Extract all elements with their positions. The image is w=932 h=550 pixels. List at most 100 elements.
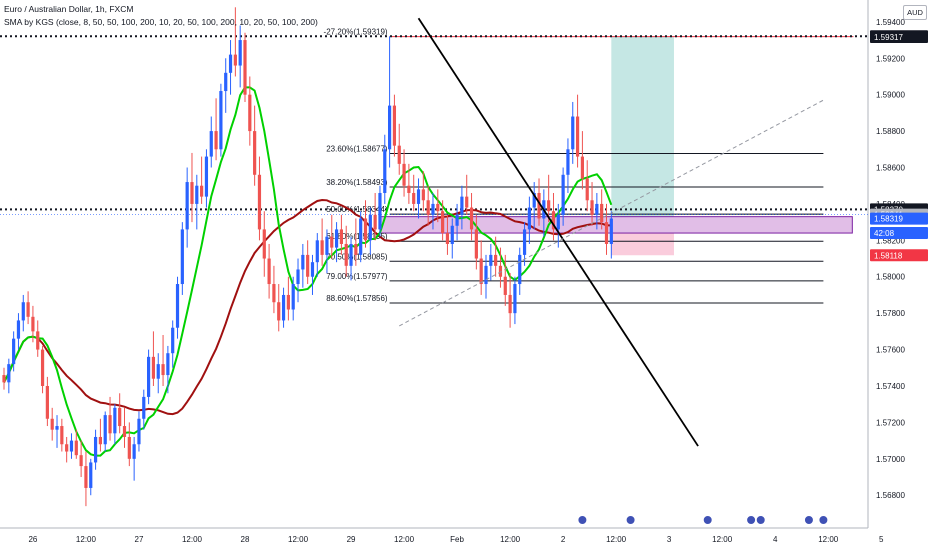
candle [142, 389, 146, 430]
economic-event-icon [755, 515, 766, 525]
candle [460, 185, 464, 230]
candle-body [609, 218, 613, 244]
candle [378, 185, 382, 237]
candle [272, 265, 276, 314]
candle-body [21, 302, 25, 321]
candle-body [79, 455, 83, 467]
fib-level-label: 23.60%(1.58677) [326, 144, 388, 153]
candle-body [190, 182, 194, 204]
candle-body [518, 254, 522, 285]
candle [122, 407, 127, 448]
candle [445, 214, 450, 255]
candle [219, 83, 223, 157]
symbol-legend[interactable]: Euro / Australian Dollar, 1h, FXCM [4, 4, 134, 14]
candle-body [330, 236, 334, 248]
x-tick-label: 12:00 [606, 535, 627, 544]
candle-body [89, 462, 93, 488]
candle [243, 32, 247, 102]
candle-body [556, 214, 560, 230]
candle-body [257, 174, 262, 230]
candle [65, 436, 69, 463]
candle-body [407, 185, 411, 193]
candle-body [575, 116, 580, 157]
candle [50, 407, 54, 441]
price-badge-label: 1.58118 [874, 251, 903, 260]
x-tick-label: 26 [28, 535, 37, 544]
candle-body [113, 407, 117, 434]
candle-body [547, 200, 551, 212]
candle [166, 345, 170, 394]
candle [334, 222, 339, 263]
candle-body [108, 415, 112, 434]
candle [373, 192, 377, 241]
candle [55, 415, 59, 448]
candle-body [378, 192, 382, 230]
candle [171, 320, 175, 368]
candle-body [388, 105, 392, 150]
candle-body [84, 466, 88, 488]
candle-body [474, 229, 478, 259]
candle [93, 429, 98, 470]
candle-body [228, 54, 233, 73]
candle-body [122, 426, 127, 437]
candle [69, 433, 74, 459]
y-tick-label: 1.56800 [876, 491, 905, 500]
candle [147, 349, 151, 405]
indicator-legend[interactable]: SMA by KGS (close, 8, 50, 50, 100, 200, … [4, 17, 318, 27]
candle-body [465, 196, 469, 208]
candle [281, 287, 286, 328]
candle [12, 331, 16, 372]
candle [296, 258, 300, 303]
y-tick-label: 1.57000 [876, 455, 905, 464]
candle [508, 273, 512, 328]
candle [306, 240, 310, 285]
candle-body [349, 243, 353, 266]
candle [103, 411, 107, 452]
candle [113, 404, 117, 445]
candle [344, 225, 348, 277]
candle-body [296, 269, 300, 285]
candle-body [412, 192, 416, 204]
candle [204, 149, 209, 208]
price-badge-label: 42:08 [874, 229, 895, 238]
candle-body [161, 364, 165, 376]
candle-body [513, 284, 517, 314]
candle-body [359, 218, 363, 255]
candle-body [402, 163, 406, 186]
candle-body [281, 294, 286, 321]
candle-body [262, 229, 266, 259]
candle-body [31, 316, 35, 332]
currency-button[interactable]: AUD [903, 5, 927, 20]
x-tick-label: Feb [450, 535, 464, 544]
y-tick-label: 1.57600 [876, 346, 905, 355]
candle-body [339, 229, 343, 244]
fib-level-label: 70.50%(1.58085) [326, 252, 388, 261]
candle [84, 451, 88, 507]
candle [89, 458, 93, 496]
fib-level-label: -27.20%(1.59319) [324, 28, 388, 37]
candle-body [436, 203, 440, 212]
sma-slow-line [3, 198, 612, 416]
candle-body [600, 203, 604, 223]
candle-body [219, 91, 223, 150]
candle-body [98, 436, 102, 445]
candle-body [325, 236, 329, 255]
candle [325, 229, 329, 274]
candle-body [214, 131, 218, 150]
candle-body [147, 356, 151, 397]
candle-body [441, 211, 445, 234]
candle-body [571, 116, 575, 150]
price-badge [870, 30, 928, 43]
candle-body [455, 214, 459, 226]
candle [2, 367, 6, 390]
fib-level-label: 50.00%(1.58344) [326, 205, 388, 214]
candle-body [392, 105, 397, 146]
long-position-target [611, 36, 674, 219]
candle [479, 240, 483, 295]
candle [108, 396, 112, 441]
candle-body [142, 396, 146, 419]
candle [604, 203, 609, 255]
candle [527, 196, 531, 244]
candle-body [238, 40, 242, 66]
